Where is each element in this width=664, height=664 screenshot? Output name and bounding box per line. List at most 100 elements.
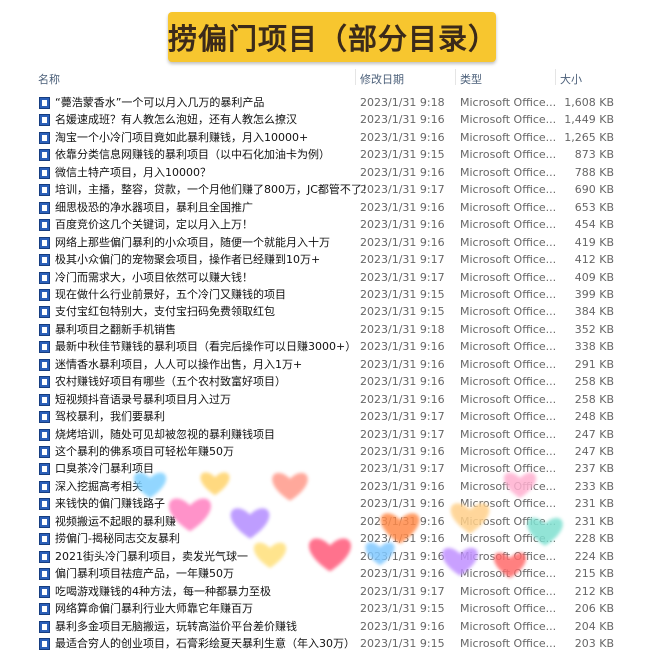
file-icon — [39, 411, 50, 424]
file-name: 偏门暴利项目祛痘产品，一年赚50万 — [55, 567, 234, 581]
modified-date: 2023/1/31 9:16 — [360, 567, 445, 581]
file-row[interactable]: 现在做什么行业前景好，五个冷门又赚钱的项目 2023/1/31 9:15 Micro… — [0, 286, 664, 303]
file-row[interactable]: 短视频抖音语录号暴利项目月入过万 2023/1/31 9:16 Microsoft … — [0, 391, 664, 408]
file-type: Microsoft Office... — [460, 130, 557, 144]
file-icon — [39, 254, 50, 267]
file-row[interactable]: 视频搬运不起眼的暴利赚 2023/1/31 9:16 Microsoft Offic… — [0, 513, 664, 530]
file-icon — [39, 149, 50, 162]
file-size: 454 KB — [574, 218, 614, 232]
file-name: 极其小众偏门的宠物聚会项目，操作者已经赚到10万+ — [55, 253, 321, 267]
file-row[interactable]: 烧烤培训，随处可见却被忽视的暴利赚钱项目 2023/1/31 9:17 Micros… — [0, 426, 664, 443]
file-size: 203 KB — [574, 636, 614, 650]
file-row[interactable]: 培训，主播，整容，贷款，一个月他们赚了800万，JC都管不了！ 2023/1/31… — [0, 181, 664, 198]
file-type: Microsoft Office... — [460, 357, 557, 371]
file-size: 409 KB — [574, 270, 614, 284]
file-type: Microsoft Office... — [460, 532, 557, 546]
modified-date: 2023/1/31 9:18 — [360, 96, 445, 109]
modified-date: 2023/1/31 9:18 — [360, 322, 445, 336]
file-name: 最适合穷人的创业项目，石膏彩绘夏天暴利生意（年入30万） — [55, 636, 355, 650]
file-row[interactable]: 2021街头冷门暴利项目，卖发光气球一 2023/1/31 9:16 Microso… — [0, 548, 664, 565]
file-row[interactable]: 最适合穷人的创业项目，石膏彩绘夏天暴利生意（年入30万） 2023/1/31 9:… — [0, 635, 664, 652]
file-row[interactable]: 捞偏门-揭秘同志交友暴利 2023/1/31 9:16 Microsoft Offi… — [0, 530, 664, 547]
file-name: 微信土特产项目，月入10000？ — [55, 165, 211, 179]
file-row[interactable]: 微信土特产项目，月入10000？ 2023/1/31 9:16 Microsoft … — [0, 164, 664, 181]
file-row[interactable]: 网络上那些偏门暴利的小众项目，随便一个就能月入十万 2023/1/31 9:16 M… — [0, 234, 664, 251]
file-type: Microsoft Office... — [460, 410, 557, 424]
file-row[interactable]: 驾校暴利，我们要暴利 2023/1/31 9:17 Microsoft Office… — [0, 408, 664, 425]
file-row[interactable]: 百度竞价这几个关键词，定以月入上万！ 2023/1/31 9:16 Microsof… — [0, 216, 664, 233]
file-row[interactable]: 最新中秋佳节赚钱的暴利项目（看完后操作可以日赚3000+） 2023/1/31 9… — [0, 338, 664, 355]
file-size: 258 KB — [574, 375, 614, 389]
file-name: 口臭茶冷门暴利项目 — [55, 462, 154, 476]
file-row[interactable]: 细思极恐的净水器项目，暴利且全国推广 2023/1/31 9:16 Microsof… — [0, 199, 664, 216]
file-row[interactable]: 暴利项目之翻新手机销售 2023/1/31 9:18 Microsoft Offic… — [0, 321, 664, 338]
file-row[interactable]: 农村赚钱好项目有哪些（五个农村致富好项目） 2023/1/31 9:16 Micro… — [0, 373, 664, 390]
file-name: 现在做什么行业前景好，五个冷门又赚钱的项目 — [55, 287, 286, 301]
file-type: Microsoft Office... — [460, 340, 557, 354]
file-row[interactable]: 深入挖掘高考相关 2023/1/31 9:16 Microsoft Office..… — [0, 478, 664, 495]
file-name: 支付宝红包特别大，支付宝扫码免费领取红包 — [55, 305, 275, 319]
file-row[interactable]: 来钱快的偏门赚钱路子 2023/1/31 9:16 Microsoft Office… — [0, 495, 664, 512]
file-size: 237 KB — [574, 462, 614, 476]
modified-date: 2023/1/31 9:16 — [360, 218, 445, 232]
modified-date: 2023/1/31 9:17 — [360, 462, 445, 476]
file-name: 冷门而需求大，小项目依然可以赚大钱！ — [55, 270, 253, 284]
file-size: 419 KB — [574, 235, 614, 249]
file-row[interactable]: 极其小众偏门的宠物聚会项目，操作者已经赚到10万+ 2023/1/31 9:17 M… — [0, 251, 664, 268]
modified-date: 2023/1/31 9:17 — [360, 584, 445, 598]
modified-date: 2023/1/31 9:16 — [360, 375, 445, 389]
file-row[interactable]: 支付宝红包特别大，支付宝扫码免费领取红包 2023/1/31 9:15 Micros… — [0, 303, 664, 320]
file-name: 农村赚钱好项目有哪些（五个农村致富好项目） — [55, 375, 286, 389]
file-name: 依靠分类信息网赚钱的暴利项目（以中石化加油卡为例） — [55, 148, 330, 162]
file-name: 细思极恐的净水器项目，暴利且全国推广 — [55, 200, 253, 214]
file-row[interactable]: 偏门暴利项目祛痘产品，一年赚50万 2023/1/31 9:16 Microsoft… — [0, 565, 664, 582]
file-name: 来钱快的偏门赚钱路子 — [55, 497, 165, 511]
modified-date: 2023/1/31 9:16 — [360, 113, 445, 127]
column-header[interactable]: 类型 — [460, 73, 482, 86]
modified-date: 2023/1/31 9:15 — [360, 305, 445, 319]
file-name: 短视频抖音语录号暴利项目月入过万 — [55, 392, 231, 406]
file-row[interactable]: 淘宝一个小冷门项目竟如此暴利赚钱，月入10000+ 2023/1/31 9:16 M… — [0, 129, 664, 146]
file-row[interactable]: “薨浩蒙香水”一个可以月入几万的暴利产品 2023/1/31 9:18 Micros… — [0, 94, 664, 111]
file-size: 231 KB — [574, 497, 614, 511]
file-row[interactable]: 吃喝游戏赚钱的4种方法，每一种都暴力至极 2023/1/31 9:17 Micros… — [0, 583, 664, 600]
file-size: 228 KB — [574, 532, 614, 546]
file-name: 2021街头冷门暴利项目，卖发光气球一 — [55, 549, 248, 563]
column-header[interactable]: 大小 — [560, 73, 582, 86]
file-row[interactable]: 这个暴利的佛系项目可轻松年赚50万 2023/1/31 9:16 Microsoft… — [0, 443, 664, 460]
file-row[interactable]: 暴利多金项目无脑搬运，玩转高溢价平台差价赚钱 2023/1/31 9:16 Micr… — [0, 618, 664, 635]
column-header[interactable]: 名称 — [38, 73, 60, 86]
file-icon — [39, 480, 50, 493]
column-header[interactable]: 修改日期 — [360, 73, 404, 86]
file-size: 204 KB — [574, 619, 614, 633]
file-name: “薨浩蒙香水”一个可以月入几万的暴利产品 — [55, 96, 265, 109]
file-type: Microsoft Office... — [460, 270, 557, 284]
modified-date: 2023/1/31 9:16 — [360, 357, 445, 371]
file-icon — [39, 288, 50, 301]
file-row[interactable]: 依靠分类信息网赚钱的暴利项目（以中石化加油卡为例） 2023/1/31 9:15 M… — [0, 146, 664, 163]
file-type: Microsoft Office... — [460, 636, 557, 650]
file-type: Microsoft Office... — [460, 514, 557, 528]
modified-date: 2023/1/31 9:16 — [360, 445, 445, 458]
file-size: 248 KB — [574, 410, 614, 424]
file-icon — [39, 323, 50, 336]
file-size: 231 KB — [574, 514, 614, 528]
modified-date: 2023/1/31 9:17 — [360, 253, 445, 267]
file-row[interactable]: 网络算命偏门暴利行业大师靠它年赚百万 2023/1/31 9:15 Microsof… — [0, 600, 664, 617]
file-row[interactable]: 口臭茶冷门暴利项目 2023/1/31 9:17 Microsoft Office.… — [0, 460, 664, 477]
file-row[interactable]: 名媛速成班？有人教怎么泡妞，还有人教怎么撩汉 2023/1/31 9:16 Micr… — [0, 111, 664, 128]
file-icon — [39, 446, 50, 458]
file-name: 百度竞价这几个关键词，定以月入上万！ — [55, 218, 253, 232]
file-type: Microsoft Office... — [460, 567, 557, 581]
modified-date: 2023/1/31 9:15 — [360, 602, 445, 616]
file-name: 深入挖掘高考相关 — [55, 479, 143, 493]
file-type: Microsoft Office... — [460, 305, 557, 319]
file-row[interactable]: 迷情香水暴利项目，人人可以操作出售，月入1万+ 2023/1/31 9:16 Mic… — [0, 356, 664, 373]
file-icon — [39, 306, 50, 319]
file-name: 捞偏门-揭秘同志交友暴利 — [55, 532, 180, 546]
file-type: Microsoft Office... — [460, 497, 557, 511]
file-type: Microsoft Office... — [460, 445, 557, 458]
file-row[interactable]: 冷门而需求大，小项目依然可以赚大钱！ 2023/1/31 9:17 Microsof… — [0, 269, 664, 286]
file-icon — [39, 358, 50, 371]
file-type: Microsoft Office... — [460, 322, 557, 336]
